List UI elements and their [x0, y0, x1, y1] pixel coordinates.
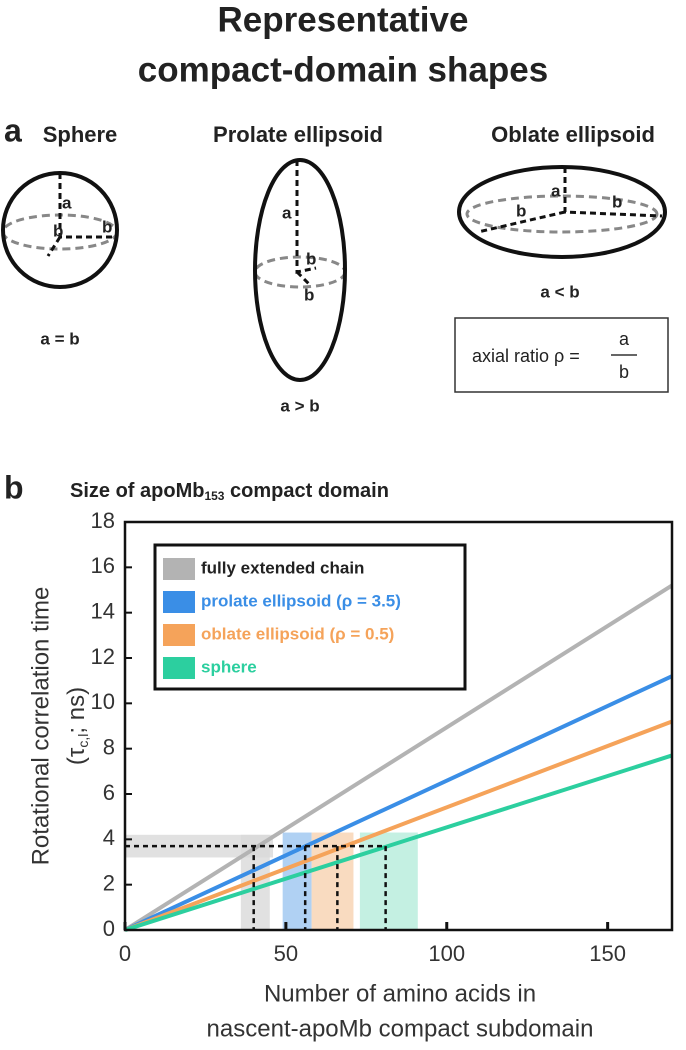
y-tick-label: 10: [91, 689, 115, 714]
unit-subscript: c,l: [75, 734, 91, 748]
legend-swatch: [163, 624, 195, 646]
title-part: Size of apoMb: [70, 480, 204, 502]
prolate-diagram: [253, 158, 347, 382]
y-axis-label: Rotational correlation time: [27, 587, 54, 866]
y-tick-label: 2: [103, 870, 115, 895]
figure-title: compact-domain shapes: [138, 50, 548, 89]
shape-caption: a > b: [280, 396, 319, 415]
legend-label: fully extended chain: [201, 558, 364, 577]
shape-name: Sphere: [43, 122, 118, 147]
dimension-label: b: [304, 285, 314, 304]
shape-caption: a = b: [40, 329, 79, 348]
plot-frame: [123, 520, 674, 932]
x-tick-label: 100: [428, 941, 465, 966]
ratio-box: [454, 317, 669, 393]
dimension-label: a: [551, 181, 561, 200]
x-tick-label: 0: [119, 941, 131, 966]
series-line: [124, 719, 673, 932]
title-part: compact domain: [224, 480, 388, 502]
y-tick-label: 14: [91, 598, 115, 623]
legend-label: sphere: [201, 657, 257, 676]
y-tick-label: 0: [103, 916, 115, 941]
dimension-label: b: [53, 221, 63, 240]
y-tick-label: 8: [103, 734, 115, 759]
ratio-denominator: b: [619, 362, 629, 382]
unit-part: (τ: [63, 747, 90, 765]
shape-name: Oblate ellipsoid: [491, 122, 655, 147]
shape-caption: a < b: [540, 282, 579, 301]
x-axis-label: nascent-apoMb compact subdomain: [207, 1015, 594, 1042]
series-line: [123, 583, 674, 932]
legend-label: prolate ellipsoid (ρ = 3.5): [201, 591, 401, 610]
y-axis-unit: (τc,l; ns): [63, 687, 90, 765]
shape-name: Prolate ellipsoid: [213, 122, 383, 147]
y-tick-label: 4: [103, 825, 115, 850]
title-subscript: 153: [204, 489, 224, 503]
sphere-diagram: [1, 171, 119, 289]
ratio-numerator: a: [619, 329, 630, 349]
legend-swatch: [163, 558, 195, 580]
legend-label: oblate ellipsoid (ρ = 0.5): [201, 624, 394, 643]
ratio-text: axial ratio ρ =: [472, 346, 580, 366]
range-band: [359, 832, 418, 930]
y-tick-label: 6: [103, 780, 115, 805]
chart-title: Size of apoMb153 compact domain: [70, 480, 389, 503]
dimension-label: b: [102, 217, 112, 236]
legend-swatch: [163, 657, 195, 679]
y-tick-label: 18: [91, 508, 115, 533]
panel-label: b: [4, 469, 24, 505]
x-axis-label: Number of amino acids in: [264, 980, 536, 1007]
panel-label: a: [4, 112, 22, 148]
dimension-label: a: [282, 203, 292, 222]
series-line: [124, 753, 673, 932]
dimension-label: a: [62, 193, 72, 212]
unit-part: ; ns): [63, 687, 90, 734]
legend-box: [153, 543, 467, 691]
oblate-diagram: [457, 165, 667, 259]
x-tick-label: 50: [274, 941, 298, 966]
legend-swatch: [163, 591, 195, 613]
plot: 0 2 4 6 8 10 12 14 16 18 0 50 100 150 Number of amino …: [27, 508, 674, 1042]
series-line: [124, 674, 673, 932]
dimension-label: b: [516, 201, 526, 220]
y-tick-label: 12: [91, 644, 115, 669]
dimension-label: b: [306, 249, 316, 268]
figure-title: Representative: [218, 0, 469, 39]
x-tick-label: 150: [589, 941, 626, 966]
dimension-label: b: [612, 192, 622, 211]
y-tick-label: 16: [91, 553, 115, 578]
